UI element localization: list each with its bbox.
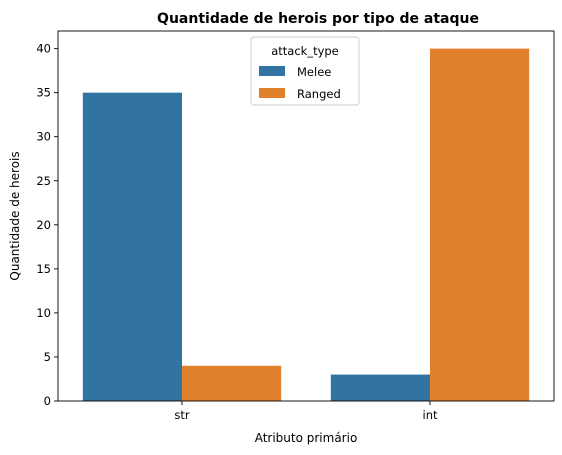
y-tick-label: 20 xyxy=(36,218,51,232)
y-tick-label: 40 xyxy=(36,42,51,56)
y-tick-label: 15 xyxy=(36,262,51,276)
legend-label-ranged: Ranged xyxy=(297,87,341,101)
legend-swatch-ranged xyxy=(259,88,285,98)
y-tick-label: 35 xyxy=(36,86,51,100)
bar-ranged-str xyxy=(182,365,282,401)
y-tick-label: 0 xyxy=(44,394,51,408)
bar-ranged-int xyxy=(430,48,530,401)
x-axis-label: Atributo primário xyxy=(255,431,358,445)
legend-title: attack_type xyxy=(271,44,339,58)
x-axis: str int xyxy=(174,401,438,422)
y-tick-label: 10 xyxy=(36,306,51,320)
legend: attack_type Melee Ranged xyxy=(250,36,360,106)
legend-swatch-melee xyxy=(259,66,285,76)
legend-label-melee: Melee xyxy=(297,65,331,79)
y-axis: 0 5 10 15 20 25 30 35 40 xyxy=(36,42,58,408)
y-tick-label: 25 xyxy=(36,174,51,188)
y-axis-label: Quantidade de herois xyxy=(8,151,22,280)
y-tick-label: 30 xyxy=(36,130,51,144)
bar-melee-str xyxy=(82,92,182,402)
x-tick-label: int xyxy=(423,408,438,422)
x-tick-label: str xyxy=(174,408,190,422)
plot-frame xyxy=(57,30,555,402)
bars-group xyxy=(82,48,530,402)
bar-melee-int xyxy=(330,374,430,401)
y-tick-label: 5 xyxy=(44,350,51,364)
chart-title: Quantidade de herois por tipo de ataque xyxy=(157,11,479,27)
